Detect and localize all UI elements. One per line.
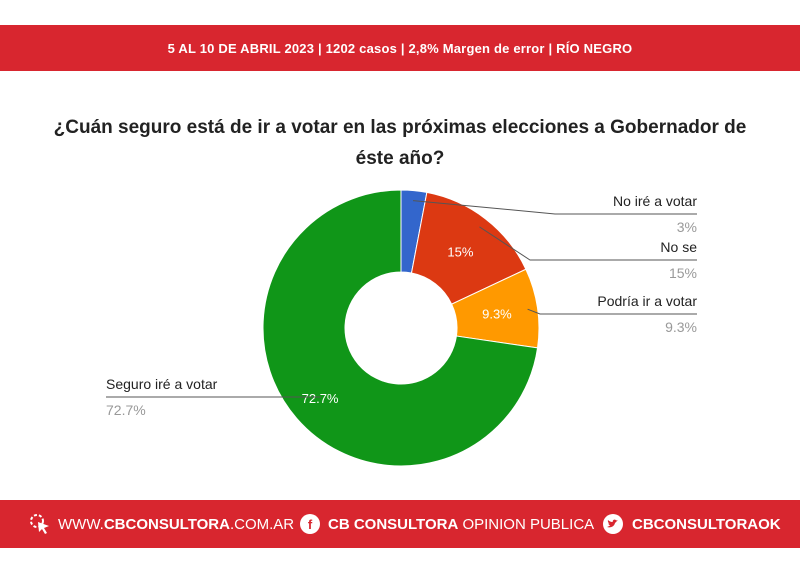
footer-facebook[interactable]: f CB CONSULTORA OPINION PUBLICA bbox=[300, 500, 594, 548]
legend-label-no-se: No se bbox=[660, 239, 697, 255]
donut-chart: 15% 9.3% 72.7% No iré a votar 3% No se 15% Pod… bbox=[106, 189, 697, 467]
slice-value-podria-ir-a-votar: 9.3% bbox=[482, 307, 512, 322]
legend-label-seguro-ire-a-votar: Seguro iré a votar bbox=[106, 376, 218, 392]
header-band: 5 AL 10 DE ABRIL 2023 | 1202 casos | 2,8… bbox=[0, 25, 800, 71]
legend-value-podria-ir-a-votar: 9.3% bbox=[665, 319, 697, 335]
leader-line-podria-ir-a-votar bbox=[527, 308, 697, 315]
footer-website[interactable]: WWW. CBCONSULTORA .COM.AR bbox=[28, 500, 294, 548]
twitter-handle: CBCONSULTORAOK bbox=[632, 515, 781, 533]
website-domain: CBCONSULTORA bbox=[103, 515, 230, 533]
slice-no-se bbox=[410, 191, 527, 305]
cursor-click-icon bbox=[30, 514, 49, 534]
slice-seguro-ire-a-votar bbox=[262, 189, 539, 467]
website-prefix: WWW. bbox=[58, 515, 104, 533]
legend-value-no-se: 15% bbox=[669, 265, 697, 281]
slice-value-seguro-ire-a-votar: 72.7% bbox=[302, 391, 339, 406]
leader-line-no-ire-a-votar bbox=[412, 200, 697, 215]
legend-value-no-ire-a-votar: 3% bbox=[677, 219, 697, 235]
header-text: 5 AL 10 DE ABRIL 2023 | 1202 casos | 2,8… bbox=[167, 40, 633, 56]
legend-label-podria-ir-a-votar: Podría ir a votar bbox=[597, 293, 697, 309]
chart-title: ¿Cuán seguro está de ir a votar en las p… bbox=[53, 117, 747, 169]
footer-band: WWW. CBCONSULTORA .COM.AR f CB CONSULTORA … bbox=[0, 500, 800, 548]
legend-value-seguro-ire-a-votar: 72.7% bbox=[106, 402, 146, 418]
footer-twitter[interactable]: CBCONSULTORAOK bbox=[602, 500, 781, 548]
twitter-icon bbox=[603, 514, 623, 534]
facebook-subtitle: OPINION PUBLICA bbox=[462, 515, 595, 533]
facebook-name: CB CONSULTORA bbox=[328, 515, 459, 533]
legend-label-no-ire-a-votar: No iré a votar bbox=[613, 193, 697, 209]
labels-group: No iré a votar 3% No se 15% Podría ir a vota… bbox=[106, 193, 697, 418]
slice-value-no-se: 15% bbox=[447, 244, 473, 259]
slices-group: 15% 9.3% 72.7% bbox=[262, 189, 540, 467]
leader-line-no-se bbox=[479, 226, 697, 261]
facebook-icon: f bbox=[300, 514, 320, 534]
website-suffix: .COM.AR bbox=[229, 515, 295, 533]
